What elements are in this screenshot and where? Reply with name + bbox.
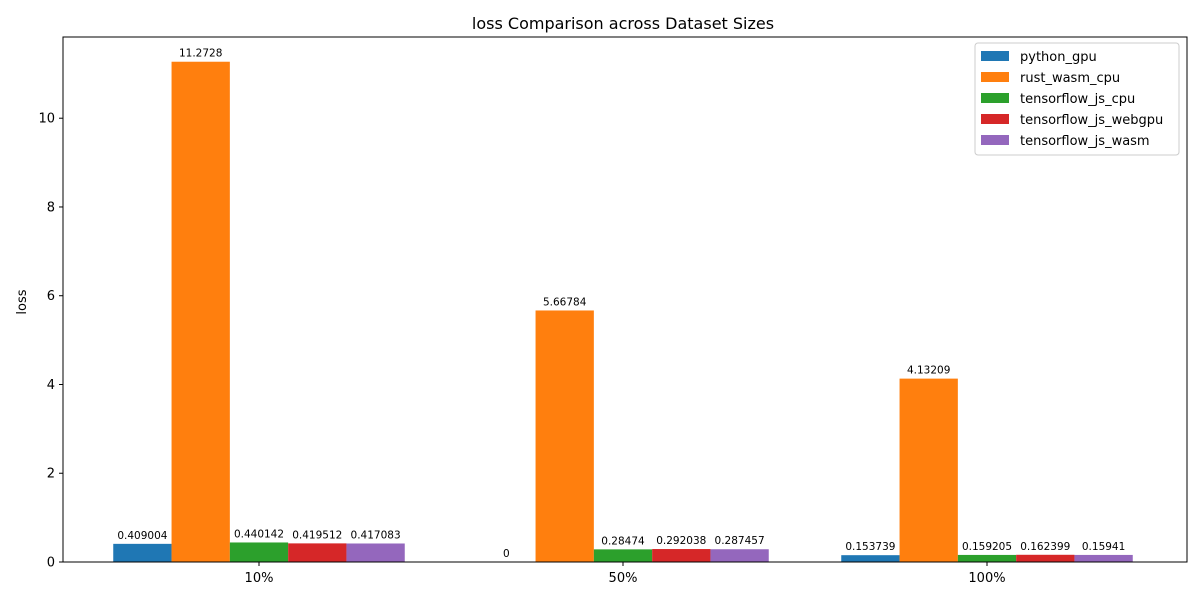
bar-tensorflow_js_wasm-2 [1074, 554, 1133, 562]
data-label: 0.153739 [845, 541, 895, 553]
legend-entry-tensorflow_js_wasm: tensorflow_js_wasm [1020, 134, 1150, 149]
x-tick-label: 100% [968, 571, 1005, 586]
legend-entry-python_gpu: python_gpu [1020, 50, 1097, 65]
bar-python_gpu-2 [841, 555, 900, 562]
data-label: 0.419512 [292, 529, 342, 541]
bar-rust_wasm_cpu-1 [535, 310, 594, 562]
y-tick-label: 6 [47, 289, 55, 304]
legend-entry-tensorflow_js_cpu: tensorflow_js_cpu [1020, 92, 1135, 107]
data-label: 0.409004 [117, 530, 167, 542]
y-tick-label: 8 [47, 200, 55, 215]
x-tick-label: 50% [609, 571, 638, 586]
data-label: 11.2728 [179, 48, 222, 60]
legend-swatch-python_gpu [981, 51, 1009, 61]
data-label: 0.162399 [1020, 541, 1070, 553]
legend-swatch-rust_wasm_cpu [981, 72, 1009, 82]
axes-layer: 0 2 4 6 8 10 10% 50% 100% [38, 36, 1188, 586]
data-label: 0.159205 [962, 541, 1012, 553]
bar-tensorflow_js_wasm-0 [346, 543, 405, 562]
y-tick-label: 4 [47, 378, 55, 393]
data-label: 0 [503, 548, 510, 560]
data-label: 0.417083 [351, 529, 401, 541]
bar-tensorflow_js_cpu-2 [957, 554, 1017, 562]
y-tick-label: 2 [47, 467, 55, 482]
y-tick-label: 0 [47, 556, 55, 571]
bar-tensorflow_js_cpu-0 [229, 542, 289, 562]
bars-layer [113, 61, 1133, 562]
plot-frame [62, 36, 1188, 563]
bar-tensorflow_js_webgpu-0 [288, 543, 347, 562]
bar-tensorflow_js_cpu-1 [593, 549, 653, 562]
y-tick-label: 10 [38, 112, 55, 127]
bar-tensorflow_js_wasm-1 [710, 549, 769, 562]
y-axis-label: loss [15, 289, 30, 314]
data-labels-layer: 0.409004 0 0.153739 11.2728 5.66784 4.13209 0.… [117, 48, 1125, 560]
legend-swatch-tensorflow_js_wasm [981, 135, 1009, 145]
bar-python_gpu-0 [113, 543, 172, 562]
x-tick-label: 10% [245, 571, 274, 586]
data-label: 0.440142 [234, 528, 284, 540]
data-label: 0.287457 [715, 535, 765, 547]
bar-tensorflow_js_webgpu-1 [652, 549, 711, 562]
chart-title: loss Comparison across Dataset Sizes [472, 14, 774, 33]
data-label: 0.28474 [601, 535, 645, 547]
data-label: 0.15941 [1082, 541, 1125, 553]
legend-swatch-tensorflow_js_cpu [981, 93, 1009, 103]
legend: python_gpu rust_wasm_cpu tensorflow_js_cpu… [974, 42, 1180, 156]
legend-frame [974, 42, 1180, 156]
data-label: 5.66784 [543, 296, 587, 308]
bar-tensorflow_js_webgpu-2 [1016, 554, 1075, 562]
legend-swatch-tensorflow_js_webgpu [981, 114, 1009, 124]
data-label: 4.13209 [907, 365, 950, 377]
bar-rust_wasm_cpu-2 [899, 378, 958, 562]
data-label: 0.292038 [656, 535, 706, 547]
bar-rust_wasm_cpu-0 [171, 61, 230, 562]
legend-entry-tensorflow_js_webgpu: tensorflow_js_webgpu [1020, 113, 1163, 128]
legend-entry-rust_wasm_cpu: rust_wasm_cpu [1020, 71, 1120, 86]
